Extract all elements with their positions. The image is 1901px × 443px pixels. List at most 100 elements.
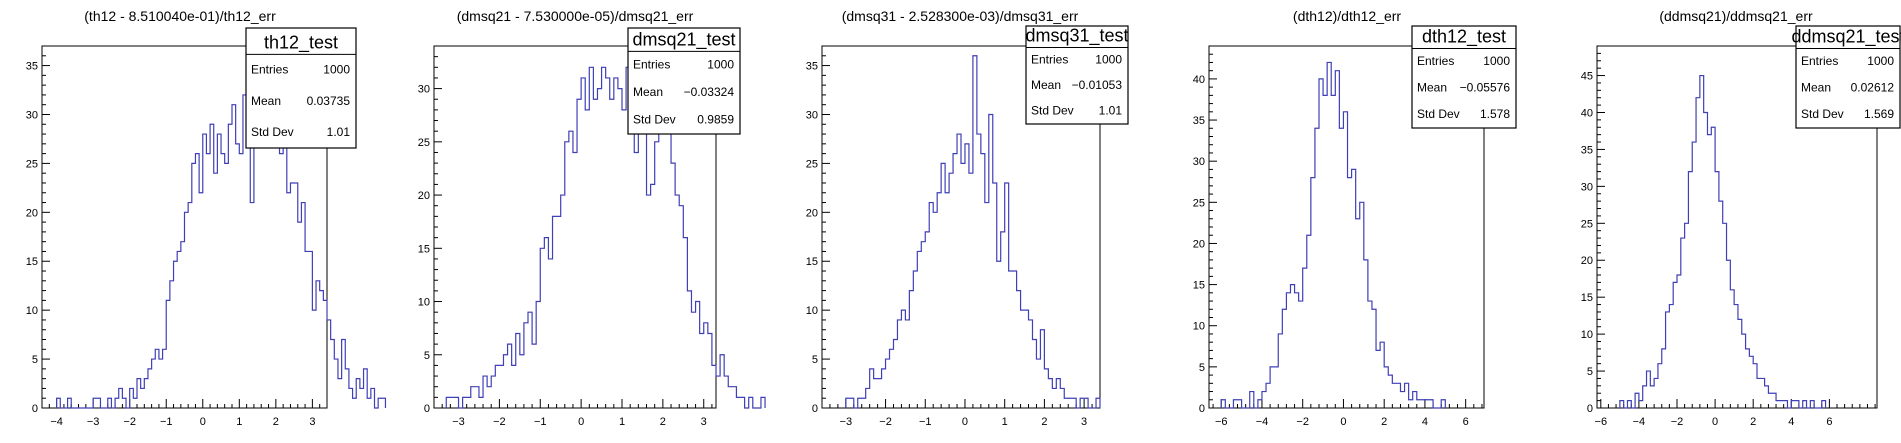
stats-value: −0.01053 xyxy=(1072,78,1123,92)
y-tick-label: 20 xyxy=(806,207,818,219)
stats-label: Std Dev xyxy=(1031,103,1074,117)
x-tick-label: 0 xyxy=(1712,416,1718,428)
x-tick-label: −2 xyxy=(493,416,506,428)
histogram-line xyxy=(1220,61,1446,409)
y-tick-label: 25 xyxy=(1193,197,1205,209)
x-tick-label: −4 xyxy=(50,416,63,428)
histogram-line xyxy=(1619,74,1827,409)
panel-title: (dmsq31 - 2.528300e-03)/dmsq31_err xyxy=(842,8,1079,24)
y-tick-label: 0 xyxy=(424,403,430,415)
stats-label: Mean xyxy=(251,94,281,108)
stats-value: 1.01 xyxy=(1099,103,1123,117)
x-tick-label: 3 xyxy=(1081,416,1087,428)
stats-value: −0.03324 xyxy=(684,85,735,99)
x-tick-label: −6 xyxy=(1215,416,1228,428)
x-tick-label: 2 xyxy=(1041,416,1047,428)
x-tick-label: 1 xyxy=(236,416,242,428)
stats-label: Entries xyxy=(1801,54,1838,68)
histogram-panel-1: (th12 - 8.510040e-01)/th12_err0510152025… xyxy=(26,8,387,428)
y-tick-label: 35 xyxy=(26,61,38,73)
y-tick-label: 20 xyxy=(1581,255,1593,267)
x-tick-label: 1 xyxy=(1002,416,1008,428)
stats-box xyxy=(1795,25,1901,129)
stats-value: 1000 xyxy=(1867,54,1894,68)
y-tick-label: 40 xyxy=(1581,107,1593,119)
panel-title: (dmsq21 - 7.530000e-05)/dmsq21_err xyxy=(457,8,694,24)
y-tick-label: 30 xyxy=(418,84,430,96)
stats-label: Mean xyxy=(1031,78,1061,92)
stats-label: Entries xyxy=(1031,52,1068,66)
stats-label: Mean xyxy=(1801,80,1831,94)
plot-frame xyxy=(41,45,328,409)
x-tick-label: 2 xyxy=(1381,416,1387,428)
histogram-panel-2: (dmsq21 - 7.530000e-05)/dmsq21_err051015… xyxy=(418,8,766,428)
x-tick-label: 4 xyxy=(1788,416,1794,428)
x-tick-label: −6 xyxy=(1595,416,1608,428)
y-tick-label: 25 xyxy=(806,158,818,170)
histogram-line xyxy=(56,64,387,409)
histogram-panel-3: (dmsq31 - 2.528300e-03)/dmsq31_err051015… xyxy=(806,8,1129,428)
stats-value: 1000 xyxy=(1095,52,1122,66)
x-tick-label: 2 xyxy=(660,416,666,428)
histogram-panel-4: (dth12)/dth12_err 0 5 10 15 20 25 30 35 40 −6 −4 −2 0… xyxy=(1193,8,1517,428)
y-tick-label: 45 xyxy=(1581,71,1593,83)
y-tick-label: 0 xyxy=(812,403,818,415)
panel-title: (th12 - 8.510040e-01)/th12_err xyxy=(84,8,276,24)
x-tick-label: 6 xyxy=(1826,416,1832,428)
x-tick-label: −3 xyxy=(87,416,100,428)
y-tick-label: 35 xyxy=(806,61,818,73)
stats-value: 1000 xyxy=(323,63,350,77)
x-tick-label: 4 xyxy=(1422,416,1428,428)
y-tick-label: 10 xyxy=(806,305,818,317)
y-tick-label: 35 xyxy=(1193,115,1205,127)
x-tick-label: 0 xyxy=(962,416,968,428)
y-tick-label: 15 xyxy=(806,256,818,268)
x-tick-label: 2 xyxy=(273,416,279,428)
plot-frame xyxy=(1596,45,1878,409)
plot-frame xyxy=(821,45,1101,409)
stats-box xyxy=(245,27,357,149)
x-tick-label: −2 xyxy=(1671,416,1684,428)
stats-label: Entries xyxy=(1417,54,1454,68)
y-tick-label: 5 xyxy=(812,354,818,366)
stats-value: 1000 xyxy=(707,57,734,71)
y-tick-label: 20 xyxy=(26,207,38,219)
x-tick-label: 0 xyxy=(1340,416,1346,428)
stats-label: Entries xyxy=(251,63,288,77)
y-tick-label: 10 xyxy=(418,297,430,309)
x-tick-label: 0 xyxy=(200,416,206,428)
x-tick-label: −1 xyxy=(160,416,173,428)
stats-value: 0.9859 xyxy=(697,113,734,127)
y-tick-label: 0 xyxy=(1199,403,1205,415)
stats-value: −0.05576 xyxy=(1460,80,1511,94)
stats-name: ddmsq21_test xyxy=(1791,26,1901,47)
y-tick-label: 30 xyxy=(26,109,38,121)
y-tick-label: 5 xyxy=(1587,366,1593,378)
x-tick-label: −3 xyxy=(452,416,465,428)
stats-label: Entries xyxy=(633,57,670,71)
y-tick-label: 10 xyxy=(26,305,38,317)
x-tick-label: 0 xyxy=(578,416,584,428)
stats-name: dmsq31_test xyxy=(1025,26,1128,47)
stats-value: 0.02612 xyxy=(1851,80,1895,94)
stats-value: 0.03735 xyxy=(307,94,351,108)
y-tick-label: 0 xyxy=(32,403,38,415)
stats-box xyxy=(627,27,741,135)
y-tick-label: 15 xyxy=(1581,292,1593,304)
stats-value: 1.578 xyxy=(1480,107,1510,121)
stats-value: 1.01 xyxy=(327,125,351,139)
x-tick-label: −2 xyxy=(1296,416,1309,428)
x-tick-label: 1 xyxy=(619,416,625,428)
y-tick-label: 0 xyxy=(1587,403,1593,415)
x-tick-label: −1 xyxy=(534,416,547,428)
stats-label: Std Dev xyxy=(251,125,294,139)
y-tick-label: 5 xyxy=(32,354,38,366)
y-tick-label: 20 xyxy=(1193,238,1205,250)
stats-label: Mean xyxy=(1417,80,1447,94)
y-tick-label: 40 xyxy=(1193,74,1205,86)
y-tick-label: 30 xyxy=(1581,181,1593,193)
stats-label: Mean xyxy=(633,85,663,99)
stats-name: dth12_test xyxy=(1422,26,1506,47)
y-tick-label: 25 xyxy=(26,158,38,170)
